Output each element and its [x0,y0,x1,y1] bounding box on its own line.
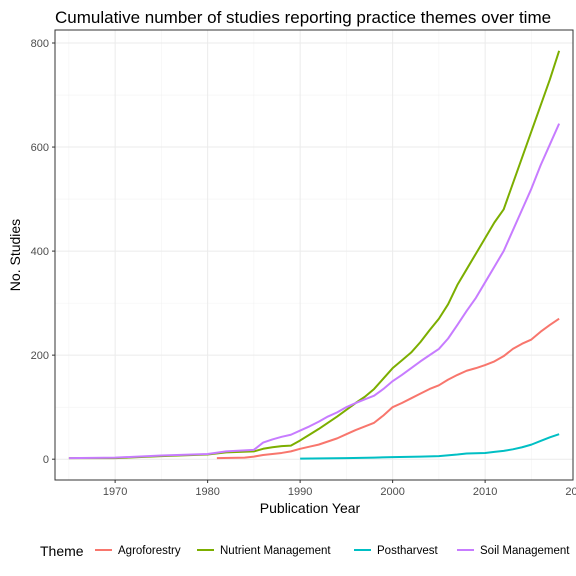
x-tick-label: 1990 [288,486,312,498]
grid-lines [55,30,573,480]
series-lines [68,50,561,460]
x-tick-label: 1980 [195,486,219,498]
x-tick-label: 2010 [473,486,497,498]
chart-title: Cumulative number of studies reporting p… [55,8,551,27]
legend-label: Postharvest [377,545,439,557]
series-line-soil-management [68,123,561,460]
y-axis-ticks: 0 200 400 600 800 [31,38,55,466]
y-tick-label: 800 [31,38,49,50]
legend-title: Theme [40,543,84,559]
y-tick-label: 200 [31,350,49,362]
series-line-nutrient-management [68,50,561,460]
x-tick-label: 2020 [565,486,576,498]
legend-label: Soil Management [480,545,570,557]
legend-label: Nutrient Management [220,545,331,557]
y-tick-label: 400 [31,246,49,258]
series-line-postharvest [300,433,560,460]
x-tick-label: 1970 [103,486,127,498]
y-axis-label: No. Studies [7,219,23,291]
y-tick-label: 0 [43,454,49,466]
plot-panel [54,29,574,481]
x-axis-label: Publication Year [260,500,361,516]
legend-label: Agroforestry [118,545,181,557]
x-axis-ticks: 1970 1980 1990 2000 2010 2020 [103,480,576,498]
legend: Theme Agroforestry Nutrient Management Pos… [40,543,570,559]
series-line-agroforestry [216,317,560,460]
x-tick-label: 2000 [380,486,404,498]
y-tick-label: 600 [31,142,49,154]
